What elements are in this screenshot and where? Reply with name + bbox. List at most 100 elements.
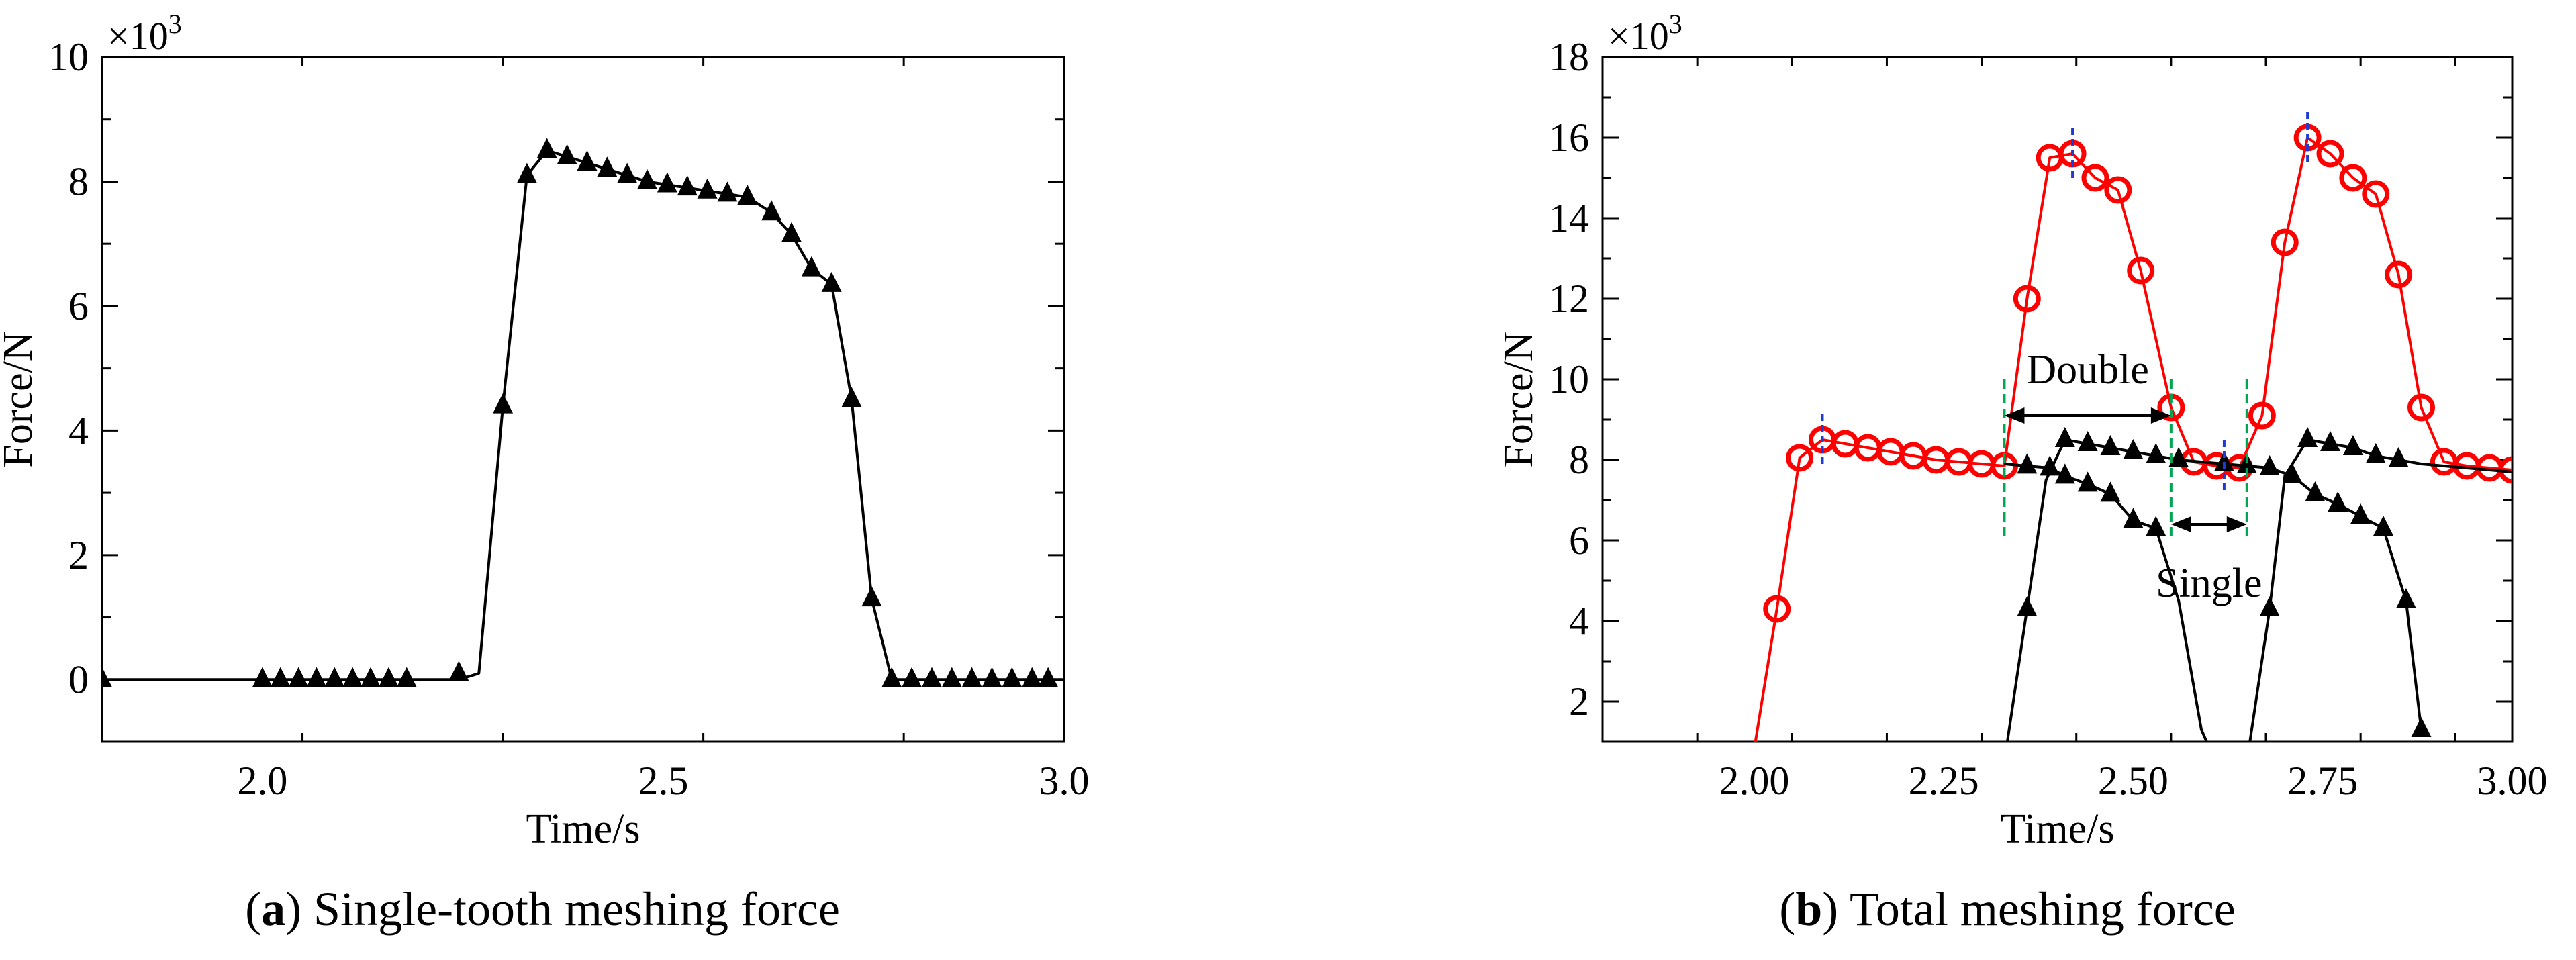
- y-tick-label: 18: [1549, 35, 1589, 79]
- y-tick-label: 2: [1569, 679, 1589, 724]
- axis-multiplier: ×103: [107, 9, 182, 58]
- data-point: [737, 185, 758, 205]
- double-arrow: [2004, 407, 2171, 424]
- chart-panel-a: 2.0 2.5 3.0 0 2 4 6 8 10 ×103 Time/s Force/N: [0, 9, 1090, 852]
- data-point: [1763, 595, 1791, 623]
- data-point: [2339, 164, 2367, 192]
- data-point: [2305, 481, 2326, 501]
- x-tick-label: 2.25: [1909, 759, 1979, 803]
- y-tick-label: 16: [1549, 115, 1589, 160]
- caption-b-text: ) Total meshing force: [1822, 882, 2235, 936]
- data-point: [2365, 443, 2386, 463]
- data-point: [2388, 447, 2409, 467]
- data-point: [2127, 256, 2155, 285]
- data-point: [2017, 596, 2038, 616]
- data-point: [2168, 447, 2189, 467]
- annotation-double: Double: [2026, 347, 2149, 393]
- y-tick-label: 12: [1549, 277, 1589, 321]
- data-point: [781, 222, 802, 242]
- data-point: [2054, 427, 2075, 447]
- data-point: [270, 667, 291, 687]
- data-point: [536, 138, 557, 158]
- data-point: [557, 144, 577, 164]
- data-point: [2297, 427, 2318, 447]
- plot-area: [1754, 124, 2512, 742]
- y-axis-label: Force/N: [0, 331, 41, 467]
- x-tick-label: 3.00: [2477, 759, 2548, 803]
- data-point: [2271, 228, 2299, 256]
- series-line-0: [102, 149, 1064, 681]
- data-point: [342, 667, 363, 687]
- single-arrow: [2170, 516, 2247, 532]
- data-point: [2077, 431, 2098, 451]
- y-tick-label: 14: [1549, 196, 1589, 240]
- data-point: [516, 162, 537, 183]
- x-axis-label: Time/s: [2000, 806, 2114, 852]
- data-point: [2123, 508, 2144, 528]
- caption-b: (b) Total meshing force: [1779, 882, 2235, 936]
- caption-b-letter: b: [1795, 882, 1822, 936]
- plot-frame: [1601, 56, 2514, 743]
- caption-a-text: ) Single-tooth meshing force: [285, 882, 840, 936]
- data-point: [941, 667, 962, 687]
- data-point: [2100, 481, 2121, 502]
- data-point: [2342, 435, 2363, 455]
- data-point: [2213, 451, 2234, 471]
- data-point: [597, 156, 618, 177]
- data-point: [448, 661, 469, 681]
- x-tick-label: 2.75: [2287, 759, 2358, 803]
- plot-frame: [101, 56, 1065, 743]
- x-tick-label: 2.5: [638, 759, 688, 803]
- y-tick-label: 2: [68, 533, 89, 577]
- data-point: [2259, 596, 2280, 616]
- data-point: [657, 172, 677, 193]
- data-point: [2077, 471, 2098, 492]
- data-point: [2054, 463, 2075, 484]
- data-point: [2395, 588, 2416, 608]
- data-point: [881, 667, 902, 687]
- data-point: [861, 586, 882, 607]
- series-line-tooth: [2248, 438, 2512, 742]
- data-point: [252, 667, 273, 687]
- data-point: [801, 256, 822, 277]
- data-point: [2146, 516, 2166, 536]
- data-point: [2017, 453, 2038, 474]
- chart-panel-b: 2.00 2.25 2.50 2.75 3.00 2 4 6 8 10 12 14 16 18 ×103 Ti…: [1496, 9, 2548, 852]
- data-point: [2236, 453, 2257, 473]
- y-tick-label: 8: [1569, 438, 1589, 482]
- data-point: [324, 667, 345, 687]
- data-point: [2316, 140, 2344, 168]
- data-point: [2407, 393, 2435, 422]
- data-point: [2328, 491, 2348, 512]
- data-point: [677, 175, 698, 196]
- data-point: [2146, 443, 2166, 463]
- data-point: [697, 178, 718, 199]
- data-point: [2123, 439, 2144, 459]
- data-point: [982, 667, 1002, 687]
- data-point: [2411, 717, 2432, 737]
- caption-a-letter: a: [261, 882, 285, 936]
- data-point: [2104, 176, 2132, 204]
- data-point: [921, 667, 942, 687]
- data-point: [493, 393, 514, 414]
- data-point: [637, 169, 658, 189]
- series-line-1: [2004, 463, 2209, 742]
- x-tick-label: 2.0: [237, 759, 287, 803]
- annotation-single: Single: [2156, 561, 2262, 606]
- data-point: [841, 387, 862, 407]
- y-tick-label: 10: [1549, 357, 1589, 401]
- data-point: [396, 667, 417, 687]
- plot-area: [102, 138, 1064, 687]
- data-point: [2040, 455, 2060, 476]
- x-tick-label: 3.0: [1039, 759, 1090, 803]
- data-point: [2013, 285, 2041, 313]
- axis-multiplier: ×103: [1608, 9, 1682, 58]
- data-point: [1786, 444, 1814, 472]
- data-point: [361, 667, 381, 687]
- data-point: [378, 667, 399, 687]
- data-point: [761, 200, 782, 221]
- y-tick-label: 0: [68, 657, 89, 702]
- y-tick-label: 6: [68, 284, 89, 328]
- data-point: [2259, 455, 2280, 475]
